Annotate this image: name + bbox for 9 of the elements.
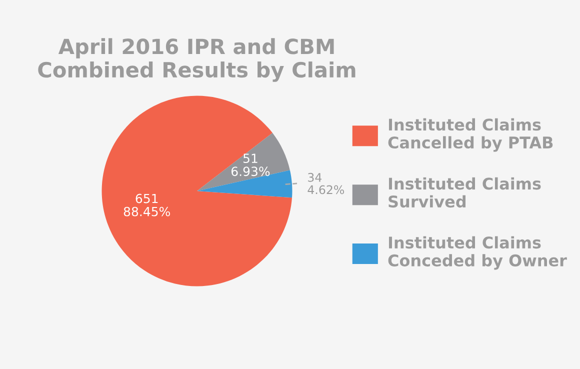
legend-label: Instituted Claims Cancelled by PTAB [388, 118, 553, 152]
data-label: 651 88.45% [124, 194, 170, 216]
data-label: 34 4.62% [308, 172, 344, 194]
legend-label: Instituted Claims Conceded by Owner [388, 236, 567, 270]
legend-label: Instituted Claims Survived [388, 177, 541, 208]
chart-title: April 2016 IPR and CBM Combined Results by Claim [38, 38, 356, 82]
pie-slice [197, 132, 290, 191]
data-label: 51 6.93% [231, 154, 270, 176]
pie-slice [102, 96, 292, 286]
